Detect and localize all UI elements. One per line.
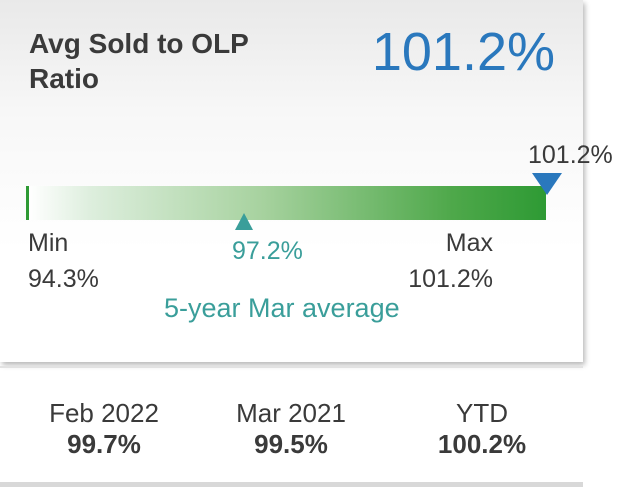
stat-value: 99.7%	[67, 429, 141, 459]
stat-ytd: YTD 100.2%	[392, 398, 572, 460]
current-value-label: 101.2%	[528, 141, 613, 169]
current-marker-icon	[532, 173, 562, 195]
max-label: Max	[445, 229, 493, 257]
card-value: 101.2%	[371, 22, 555, 82]
min-label: Min	[28, 229, 69, 257]
stat-value: 99.5%	[254, 429, 328, 459]
divider	[0, 482, 583, 487]
average-caption: 5-year Mar average	[164, 293, 400, 323]
stat-value: 100.2%	[437, 429, 527, 459]
stat-prev-month: Feb 2022 99.7%	[14, 398, 194, 460]
average-marker-icon	[235, 213, 253, 230]
average-value: 97.2%	[232, 237, 303, 265]
stat-label: YTD	[456, 398, 508, 428]
range-bar	[26, 186, 546, 220]
stat-prev-year: Mar 2021 99.5%	[201, 398, 381, 460]
max-value: 101.2%	[408, 265, 493, 293]
stat-label: Mar 2021	[236, 398, 346, 428]
metric-card: Avg Sold to OLP Ratio 101.2% 101.2% Min …	[0, 0, 613, 362]
divider	[0, 366, 583, 368]
card-title: Avg Sold to OLP Ratio	[29, 28, 249, 94]
min-value: 94.3%	[28, 265, 99, 293]
stat-label: Feb 2022	[49, 398, 159, 428]
